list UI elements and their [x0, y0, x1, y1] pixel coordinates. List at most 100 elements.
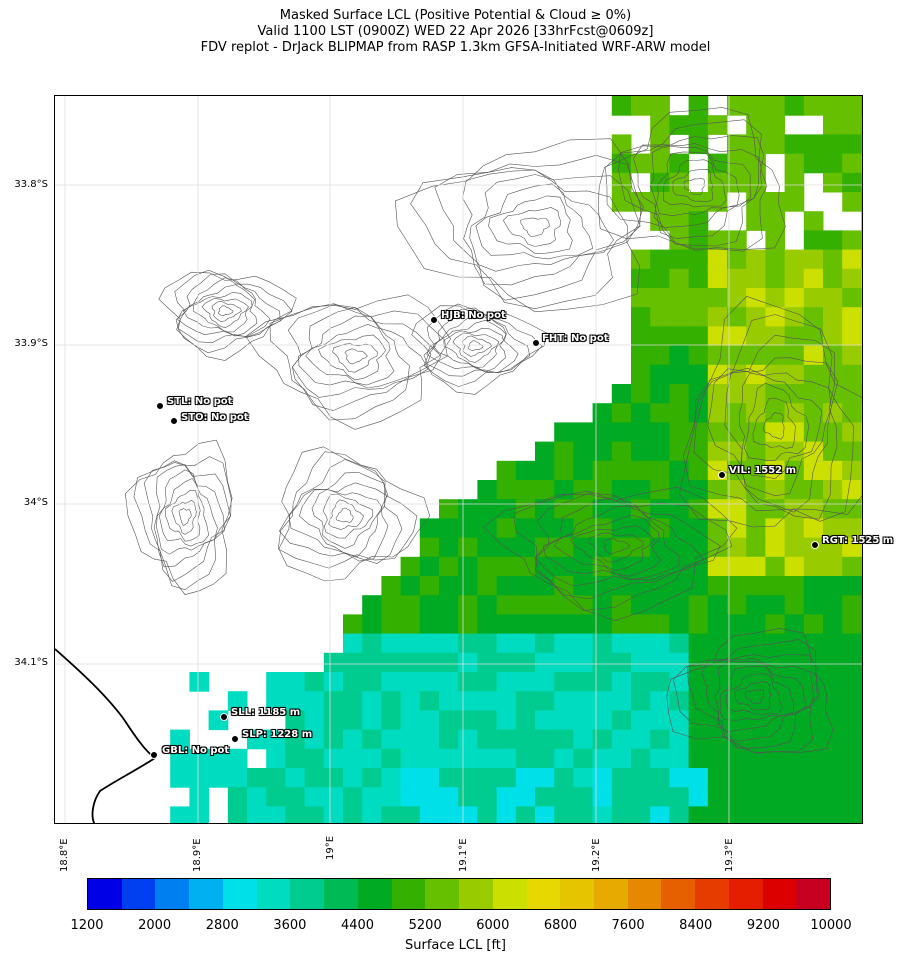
lcl-cell: [765, 480, 786, 500]
lcl-cell: [381, 806, 402, 823]
lcl-cell: [362, 787, 382, 807]
lcl-cell: [784, 614, 805, 635]
contour-line: [426, 312, 519, 373]
lcl-cell: [592, 403, 613, 423]
lcl-cell: [631, 403, 651, 423]
lcl-cell: [784, 96, 805, 116]
lcl-cell: [765, 249, 786, 270]
lcl-cell: [688, 403, 709, 423]
lcl-cell: [554, 729, 574, 750]
lcl-cell: [381, 768, 402, 788]
lcl-cell: [573, 691, 594, 711]
contour-line: [678, 296, 862, 528]
lcl-cell: [784, 172, 805, 193]
lcl-cell: [823, 768, 843, 788]
lcl-cell: [823, 499, 843, 519]
lcl-cell: [573, 441, 594, 462]
lcl-cell: [592, 652, 613, 673]
lcl-cell: [631, 672, 651, 692]
lcl-cell: [669, 518, 690, 539]
lcl-cell: [707, 729, 728, 750]
lcl-cell: [650, 153, 670, 174]
lcl-cell: [419, 710, 440, 731]
station-marker-gbl[interactable]: [150, 751, 158, 759]
lcl-cell: [650, 460, 670, 481]
station-marker-sll[interactable]: [220, 713, 228, 721]
colorbar-tick-label: 8400: [679, 918, 713, 933]
lcl-cell: [439, 576, 459, 596]
lat-label-34: 34°S: [23, 497, 48, 508]
station-marker-slp[interactable]: [231, 735, 239, 743]
lcl-cell: [650, 614, 670, 635]
lcl-cell: [592, 460, 613, 481]
lcl-cell: [669, 230, 690, 251]
lcl-cell: [573, 576, 594, 596]
station-marker-rgt[interactable]: [811, 541, 819, 549]
lcl-cell: [803, 729, 824, 750]
station-marker-hjb[interactable]: [430, 316, 438, 324]
lcl-cell: [861, 460, 862, 481]
lcl-cell: [823, 326, 843, 347]
contour-line: [171, 499, 197, 535]
lcl-cell: [746, 556, 766, 577]
lcl-cell: [803, 96, 824, 116]
lcl-cell: [381, 633, 402, 654]
lcl-cell: [823, 460, 843, 481]
lcl-cell: [688, 595, 709, 615]
lcl-cell: [554, 710, 574, 731]
lcl-cell: [707, 115, 728, 135]
lcl-cell: [650, 499, 670, 519]
lcl-cell: [266, 768, 286, 788]
station-marker-vil[interactable]: [718, 471, 726, 479]
lcl-cell: [765, 403, 786, 423]
lcl-cell: [227, 748, 248, 769]
lcl-cell: [208, 748, 229, 769]
lcl-cell: [823, 787, 843, 807]
colorbar-segment: [425, 879, 460, 909]
lcl-cell: [727, 403, 747, 423]
lcl-cell: [688, 710, 709, 731]
lcl-cell: [669, 441, 690, 462]
station-marker-fht[interactable]: [532, 339, 540, 347]
lcl-cell: [650, 192, 670, 212]
contour-line: [178, 508, 192, 526]
lcl-cell: [803, 768, 824, 788]
lcl-cell: [247, 787, 267, 807]
lcl-cell: [727, 422, 747, 443]
lcl-cell: [554, 595, 574, 615]
lcl-cell: [362, 710, 382, 731]
lcl-cell: [439, 595, 459, 615]
contour-line: [462, 169, 628, 286]
lcl-cell: [650, 748, 670, 769]
contour-line: [434, 167, 641, 301]
lcl-cell: [631, 96, 651, 116]
lcl-cell: [611, 384, 632, 404]
lcl-cell: [554, 672, 574, 692]
lcl-cell: [496, 595, 517, 615]
lcl-cell: [727, 768, 747, 788]
lcl-cell: [419, 614, 440, 635]
lcl-cell: [189, 672, 210, 692]
lcl-cell: [861, 768, 862, 788]
lcl-cell: [323, 652, 344, 673]
lcl-cell: [669, 480, 690, 500]
lcl-cell: [631, 345, 651, 366]
lcl-cell: [400, 614, 421, 635]
lcl-cell: [842, 288, 862, 308]
station-marker-stl[interactable]: [156, 402, 164, 410]
lcl-cell: [861, 422, 862, 443]
colorbar-segment: [357, 879, 392, 909]
lcl-cell: [707, 576, 728, 596]
lcl-cell: [419, 787, 440, 807]
colorbar-segment: [661, 879, 696, 909]
lcl-cell: [515, 576, 536, 596]
lcl-cell: [458, 787, 478, 807]
lcl-cell: [285, 787, 306, 807]
lcl-cell: [611, 172, 632, 193]
lcl-cell: [765, 211, 786, 231]
lcl-cell: [727, 307, 747, 327]
lcl-cell: [631, 441, 651, 462]
lcl-cell: [477, 537, 498, 558]
lcl-cell: [784, 192, 805, 212]
station-marker-sto[interactable]: [170, 417, 178, 425]
